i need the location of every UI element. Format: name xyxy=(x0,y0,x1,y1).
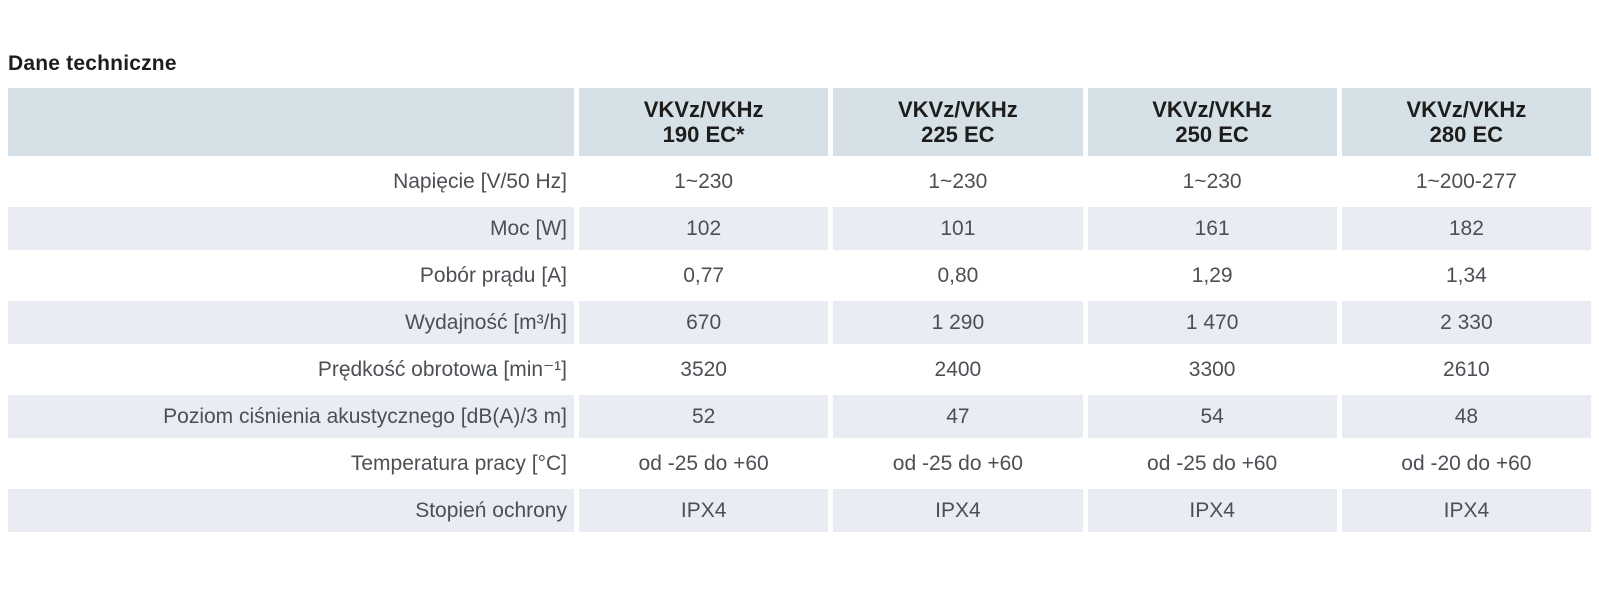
row-label: Pobór prądu [A] xyxy=(419,263,567,287)
table-row-airflow: Wydajność [m³/h] 670 1 290 1 470 2 330 xyxy=(8,301,1591,344)
column-header-series: VKVz/VKHz xyxy=(897,97,1018,122)
column-header-series: VKVz/VKHz xyxy=(1152,97,1273,122)
cell-value: 0,77 xyxy=(683,263,725,287)
cell-value: 0,80 xyxy=(937,263,979,287)
cell-value: 47 xyxy=(833,395,1083,438)
cell-value: 102 xyxy=(579,207,829,250)
cell-value: 670 xyxy=(579,301,829,344)
cell-value: 1 290 xyxy=(833,301,1083,344)
row-label: Stopień ochrony xyxy=(8,489,574,532)
column-header-280ec: VKVz/VKHz 280 EC xyxy=(1341,88,1591,156)
cell-value: od -25 do +60 xyxy=(1147,451,1278,475)
cell-value: 3520 xyxy=(680,357,727,381)
cell-value: 2610 xyxy=(1443,357,1490,381)
table-header-row: VKVz/VKHz 190 EC* VKVz/VKHz 225 EC VKVz/… xyxy=(8,88,1591,156)
cell-value: 54 xyxy=(1087,395,1337,438)
column-header-225ec: VKVz/VKHz 225 EC xyxy=(833,88,1083,156)
table-row-rpm: Prędkość obrotowa [min⁻¹] 3520 2400 3300… xyxy=(8,348,1591,391)
cell-value: od -20 do +60 xyxy=(1401,451,1532,475)
table-row-noise: Poziom ciśnienia akustycznego [dB(A)/3 m… xyxy=(8,395,1591,438)
row-label: Wydajność [m³/h] xyxy=(8,301,574,344)
cell-value: 1~230 xyxy=(1182,169,1242,193)
table-row-protection: Stopień ochrony IPX4 IPX4 IPX4 IPX4 xyxy=(8,489,1591,532)
table-row-power: Moc [W] 102 101 161 182 xyxy=(8,207,1591,250)
cell-value: od -25 do +60 xyxy=(892,451,1023,475)
cell-value: 2 330 xyxy=(1341,301,1591,344)
column-header-model: 250 EC xyxy=(1175,122,1249,147)
table-row-voltage: Napięcie [V/50 Hz] 1~230 1~230 1~230 1~2… xyxy=(8,160,1591,203)
cell-value: 1~200-277 xyxy=(1415,169,1517,193)
column-header-model: 190 EC* xyxy=(662,122,745,147)
column-header-190ec: VKVz/VKHz 190 EC* xyxy=(579,88,829,156)
cell-value: 1 470 xyxy=(1087,301,1337,344)
table-row-current: Pobór prądu [A] 0,77 0,80 1,29 1,34 xyxy=(8,254,1591,297)
cell-value: IPX4 xyxy=(1341,489,1591,532)
cell-value: 3300 xyxy=(1188,357,1236,381)
cell-value: 2400 xyxy=(934,357,982,381)
table-row-temperature: Temperatura pracy [°C] od -25 do +60 od … xyxy=(8,442,1591,485)
row-label: Moc [W] xyxy=(8,207,574,250)
header-empty-cell xyxy=(8,88,574,156)
cell-value: 52 xyxy=(579,395,829,438)
column-header-model: 225 EC xyxy=(921,122,995,147)
cell-value: 182 xyxy=(1341,207,1591,250)
technical-data-table: VKVz/VKHz 190 EC* VKVz/VKHz 225 EC VKVz/… xyxy=(8,88,1591,532)
page-title: Dane techniczne xyxy=(8,52,177,75)
column-header-250ec: VKVz/VKHz 250 EC xyxy=(1087,88,1337,156)
column-header-series: VKVz/VKHz xyxy=(643,97,764,122)
cell-value: IPX4 xyxy=(579,489,829,532)
cell-value: od -25 do +60 xyxy=(638,451,769,475)
column-header-series: VKVz/VKHz xyxy=(1406,97,1527,122)
cell-value: IPX4 xyxy=(1087,489,1337,532)
cell-value: 1~230 xyxy=(928,169,988,193)
cell-value: 101 xyxy=(833,207,1083,250)
row-label: Poziom ciśnienia akustycznego [dB(A)/3 m… xyxy=(8,395,574,438)
cell-value: 1,34 xyxy=(1445,263,1487,287)
cell-value: 1~230 xyxy=(674,169,734,193)
row-label: Temperatura pracy [°C] xyxy=(350,451,567,475)
column-header-model: 280 EC xyxy=(1429,122,1504,147)
row-label: Prędkość obrotowa [min⁻¹] xyxy=(317,358,567,381)
cell-value: 161 xyxy=(1087,207,1337,250)
cell-value: 1,29 xyxy=(1191,263,1233,287)
cell-value: IPX4 xyxy=(833,489,1083,532)
cell-value: 48 xyxy=(1341,395,1591,438)
row-label: Napięcie [V/50 Hz] xyxy=(393,169,567,193)
